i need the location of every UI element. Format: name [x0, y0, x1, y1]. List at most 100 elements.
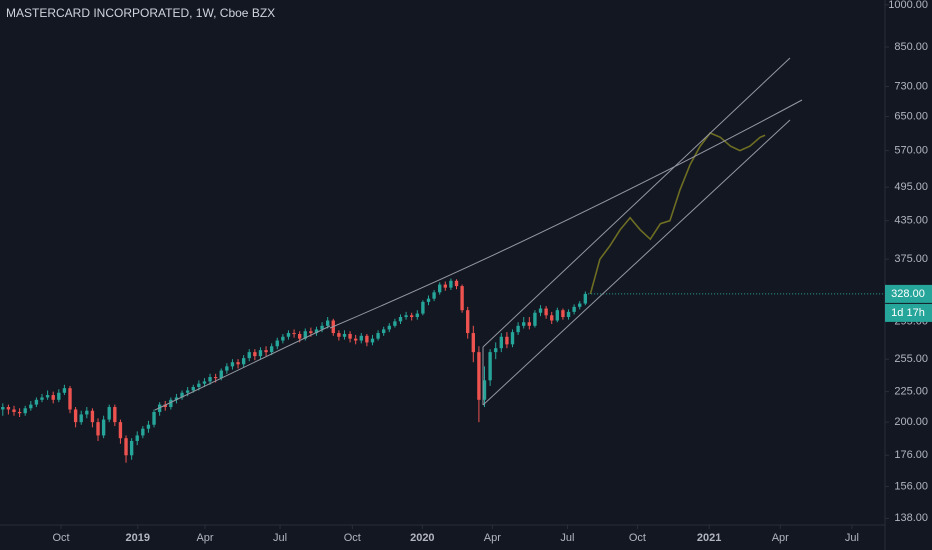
trend-line	[154, 325, 331, 411]
y-tick-label: 375.00	[894, 253, 928, 265]
y-tick-label: 1000.00	[888, 0, 928, 11]
y-tick-label: 156.00	[894, 480, 928, 492]
candle-body	[113, 407, 117, 423]
x-tick-label: Jul	[560, 532, 574, 544]
plot-area	[1, 132, 885, 463]
x-tick-label: 2019	[126, 532, 150, 544]
x-tick-label: Apr	[196, 532, 213, 544]
x-tick-label: 2020	[410, 532, 434, 544]
candle-body	[443, 284, 447, 288]
y-tick-label: 435.00	[894, 215, 928, 227]
candle-body	[40, 397, 44, 400]
candle-body	[281, 336, 285, 341]
y-tick-label: 650.00	[894, 110, 928, 122]
candle-body	[174, 397, 179, 400]
y-tick-label: 225.00	[894, 386, 928, 398]
trend-line	[482, 119, 791, 406]
candle-body	[550, 315, 554, 321]
x-tick-label: Oct	[344, 532, 361, 544]
candle-body	[213, 377, 218, 379]
candle-body	[146, 424, 151, 429]
candle-body	[488, 352, 492, 381]
candle-body	[510, 332, 515, 345]
candle-body	[533, 312, 537, 326]
y-tick-label: 850.00	[894, 41, 928, 53]
candle-body	[269, 346, 274, 353]
candle-body	[544, 308, 548, 316]
candle-body	[73, 409, 78, 423]
candle-body	[566, 311, 571, 318]
candle-body	[185, 390, 190, 393]
candle-body	[96, 422, 100, 436]
x-tick-label: Jul	[845, 532, 859, 544]
candle-body	[258, 350, 263, 357]
candle-body	[460, 286, 464, 311]
candle-body	[482, 380, 487, 400]
candle-body	[286, 333, 291, 337]
candle-body	[169, 399, 173, 408]
candle-body	[208, 377, 212, 382]
candle-body	[314, 329, 319, 334]
candle-body	[68, 388, 72, 410]
y-tick-label: 138.00	[894, 512, 928, 524]
y-tick-label: 730.00	[894, 80, 928, 92]
candle-body	[342, 333, 347, 337]
candle-body	[236, 362, 240, 365]
candle-body	[241, 358, 246, 365]
candle-body	[45, 395, 50, 398]
candle-body	[583, 293, 588, 304]
y-tick-label: 570.00	[894, 145, 928, 157]
candle-body	[163, 404, 167, 408]
candle-body	[578, 303, 582, 307]
candle-body	[376, 333, 380, 339]
candle-body	[219, 370, 223, 379]
countdown-label: 1d 17h	[891, 307, 925, 319]
candle-body	[34, 399, 39, 405]
candle-body	[527, 322, 531, 326]
candle-body	[118, 422, 123, 439]
candle-body	[253, 352, 257, 357]
candle-body	[107, 407, 111, 420]
candle-body	[354, 338, 358, 341]
x-tick-label: Apr	[772, 532, 789, 544]
candle-body	[79, 414, 83, 423]
candle-body	[29, 404, 33, 409]
candle-body	[522, 322, 526, 326]
candle-body	[471, 333, 475, 353]
candle-body	[494, 348, 498, 353]
candle-body	[454, 280, 459, 287]
axes: 1000.00 850.00 730.00 650.00 570.00 495.00 435…	[52, 0, 928, 544]
candle-body	[426, 298, 431, 302]
candle-body	[6, 407, 11, 410]
x-tick-label: Oct	[52, 532, 69, 544]
candle-body	[337, 333, 341, 337]
candle-body	[499, 336, 503, 349]
candle-body	[275, 340, 279, 347]
candle-body	[438, 284, 442, 293]
candle-body	[561, 310, 565, 318]
candle-body	[555, 310, 560, 321]
candle-body	[432, 292, 436, 299]
chart-title: MASTERCARD INCORPORATED, 1W, Cboe BZX	[6, 6, 275, 20]
candle-body	[297, 333, 302, 339]
candle-body	[225, 366, 229, 371]
candle-body	[410, 315, 414, 318]
x-tick-label: Apr	[484, 532, 501, 544]
candle-body	[466, 310, 470, 334]
candle-body	[348, 333, 352, 339]
y-tick-label: 176.00	[894, 449, 928, 461]
candle-body	[101, 419, 106, 436]
x-tick-label: Oct	[629, 532, 646, 544]
price-axis	[885, 0, 932, 550]
projection-line	[589, 132, 766, 295]
y-tick-label: 495.00	[894, 181, 928, 193]
candle-body	[152, 411, 156, 425]
candle-body	[382, 329, 386, 334]
candle-body	[17, 411, 22, 414]
candle-body	[135, 435, 139, 441]
candle-body	[449, 280, 453, 288]
candle-body	[141, 428, 145, 436]
candle-body	[247, 352, 251, 359]
